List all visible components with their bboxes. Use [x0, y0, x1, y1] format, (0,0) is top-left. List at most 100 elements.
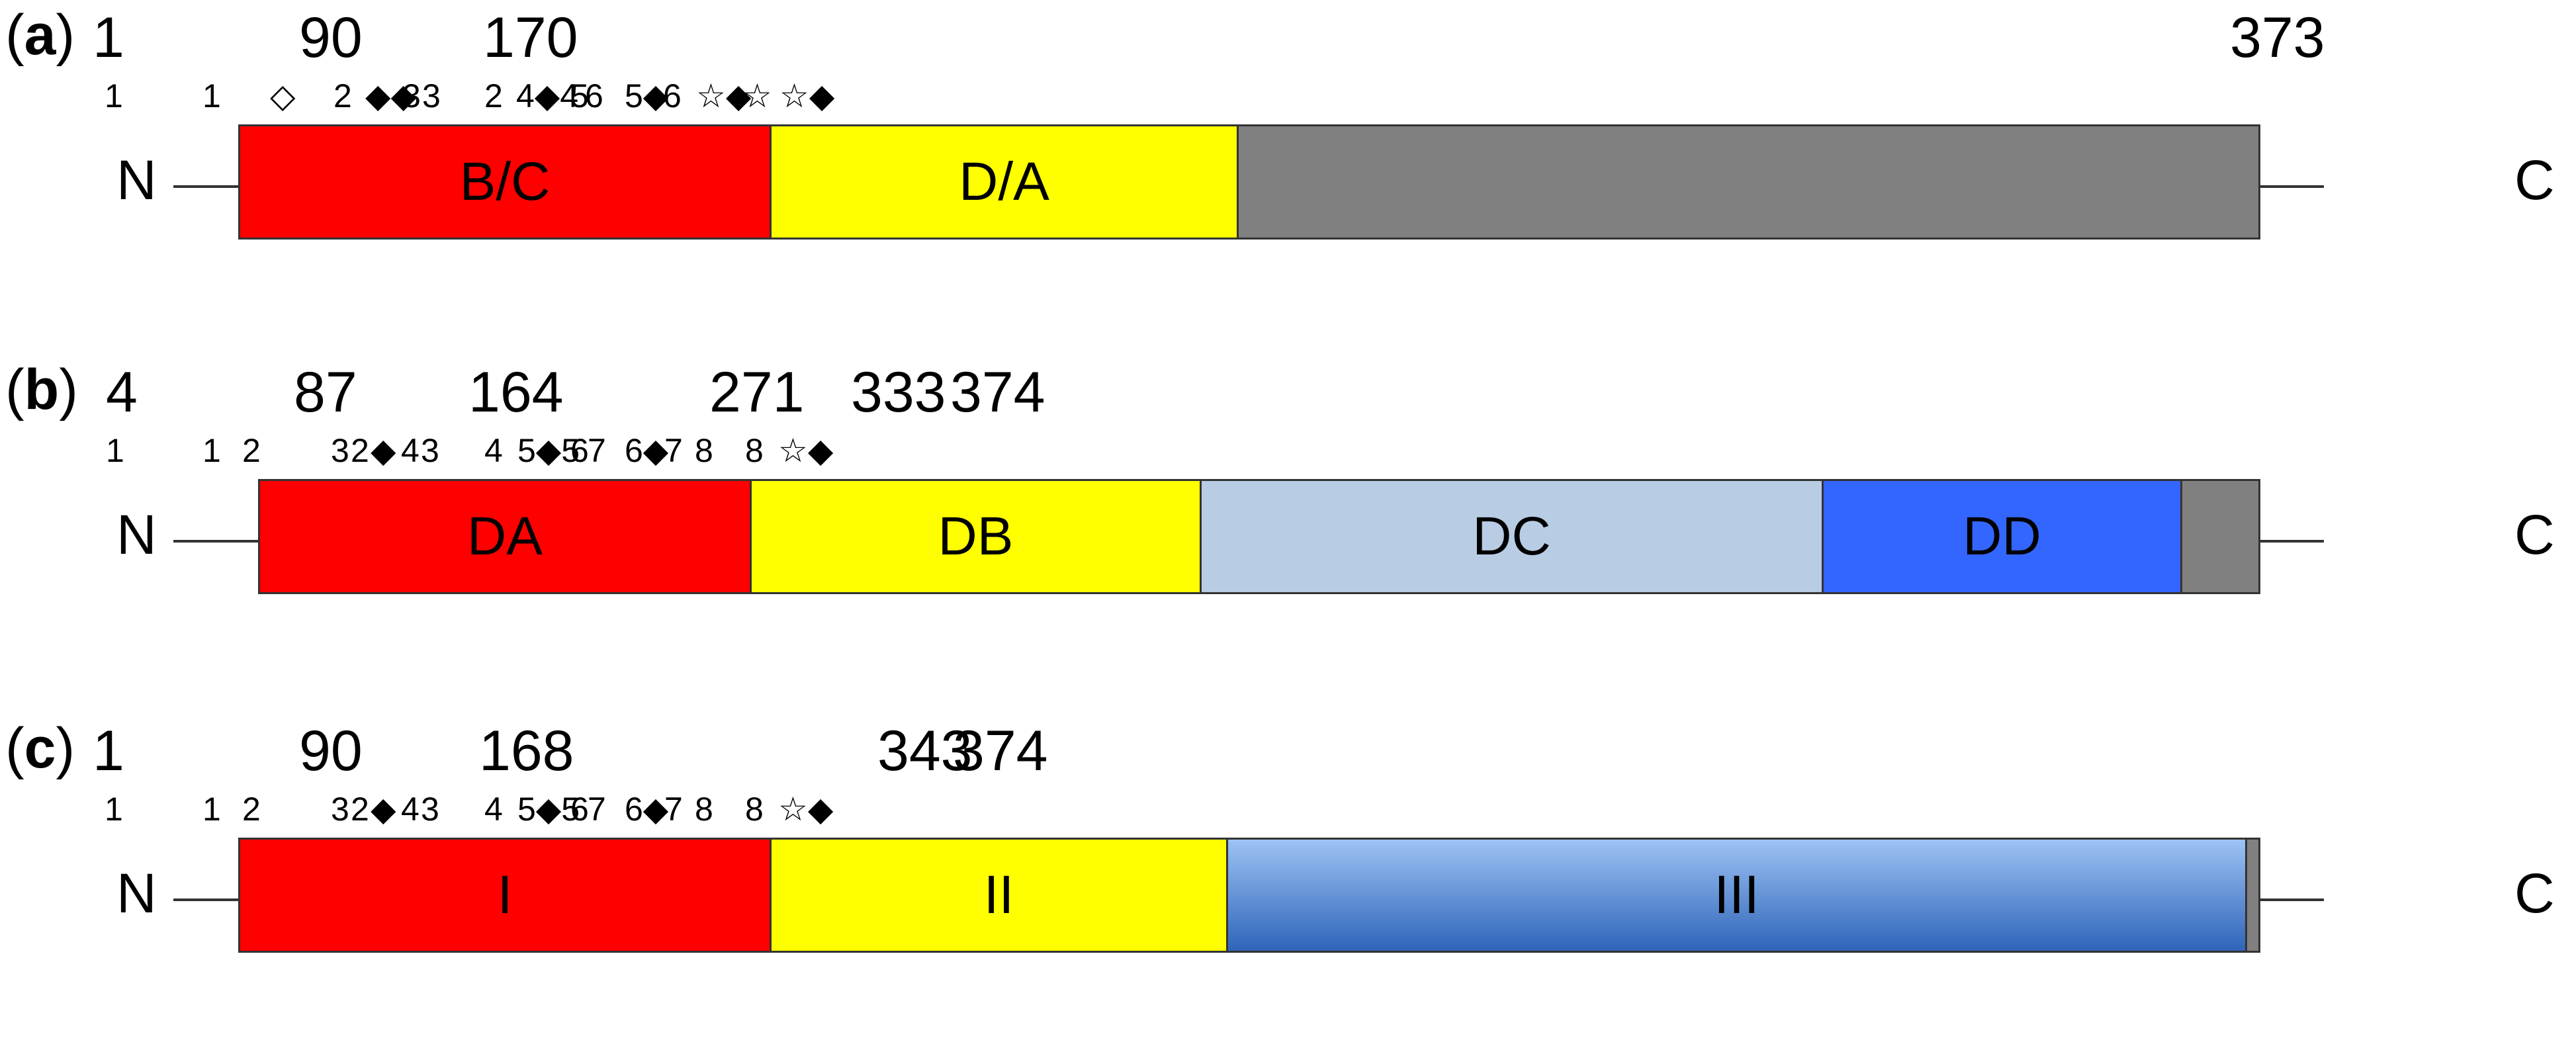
site-marker: 2 [242, 791, 261, 828]
position-label: 343 [877, 719, 973, 783]
site-marker: ☆◆ [778, 432, 834, 469]
site-marker: 6 [585, 77, 603, 114]
site-marker: 1 [105, 791, 123, 828]
c-terminus-label: C [2514, 862, 2555, 924]
site-marker: 3 [421, 791, 439, 828]
site-marker: 4 [401, 791, 420, 828]
n-terminal-line [173, 898, 240, 901]
domain-segment: D/A [770, 126, 1237, 238]
domain-segment [1237, 126, 2258, 238]
domain-segment: DB [750, 481, 1200, 592]
site-marker: 2 [333, 77, 352, 114]
domain-label: DD [1963, 506, 2041, 566]
domain-label: DB [938, 506, 1014, 566]
domain-label: B/C [459, 152, 551, 212]
site-marker: 5 [570, 77, 589, 114]
panel-label: (c) [5, 717, 75, 780]
n-terminal-line [173, 540, 259, 543]
site-marker: 4 [484, 791, 503, 828]
domain-segment: DC [1200, 481, 1822, 592]
panel-label: (b) [5, 358, 78, 421]
position-label: 87 [294, 361, 357, 424]
domain-label: DC [1472, 506, 1551, 566]
domain-label: II [983, 865, 1014, 925]
position-label: 90 [299, 6, 363, 69]
position-label: 373 [2230, 6, 2325, 69]
c-terminus-label: C [2514, 149, 2555, 211]
site-marker: 2 [351, 432, 369, 469]
position-label: 333 [851, 361, 946, 424]
site-marker: 7 [664, 791, 683, 828]
c-terminal-line [2259, 540, 2324, 543]
site-marker: 7 [588, 791, 606, 828]
site-marker: ☆◆ [779, 77, 835, 114]
site-marker: 3 [331, 791, 349, 828]
site-marker: 2 [484, 77, 503, 114]
domain-segment: DD [1822, 481, 2180, 592]
domain-label: DA [467, 506, 543, 566]
c-terminus-label: C [2514, 503, 2555, 566]
site-marker: 5◆5 [517, 432, 580, 469]
position-label: 170 [483, 6, 578, 69]
domain-segment [2180, 481, 2258, 592]
panel-a: (a) 1 90 170 373 1 1 ◇ 2 ◆◆ 3 3 2 4◆4 5 … [0, 0, 2576, 331]
site-marker: 4 [401, 432, 420, 469]
site-marker: 6◆ [625, 791, 669, 828]
panel-label: (a) [5, 3, 75, 67]
site-marker: 8 [745, 432, 764, 469]
n-terminus-label: N [116, 862, 157, 924]
panel-b: (b) 4 87 164 271 333 374 1 1 2 3 2 ◆ 4 3… [0, 355, 2576, 685]
site-marker: 2 [242, 432, 261, 469]
domain-label: III [1714, 865, 1759, 925]
position-label: 168 [479, 719, 574, 783]
n-terminus-label: N [116, 503, 157, 566]
position-label: 374 [950, 361, 1045, 424]
site-marker: 3 [422, 77, 441, 114]
site-marker: ☆ [742, 77, 772, 114]
site-marker: 7 [664, 432, 683, 469]
site-marker: 6 [570, 791, 589, 828]
site-marker: 1 [202, 432, 221, 469]
site-marker: 2 [351, 791, 369, 828]
domain-bar: I II III [238, 838, 2260, 953]
site-marker: 1 [202, 791, 221, 828]
site-marker: 8 [695, 432, 713, 469]
site-marker: 6 [663, 77, 682, 114]
position-label: 1 [93, 6, 124, 69]
domain-segment: B/C [240, 126, 770, 238]
position-label: 1 [93, 719, 124, 783]
site-marker: 3 [331, 432, 349, 469]
site-marker: ◇ [270, 77, 296, 114]
site-marker: 3 [421, 432, 439, 469]
site-marker: 1 [105, 77, 123, 114]
domain-bar: DA DB DC DD [258, 479, 2260, 594]
site-marker: 1 [106, 432, 124, 469]
position-label: 90 [299, 719, 363, 783]
site-marker: 5◆5 [517, 791, 580, 828]
n-terminal-line [173, 185, 240, 188]
site-marker: 8 [745, 791, 764, 828]
domain-label: I [497, 865, 513, 925]
c-terminal-line [2259, 185, 2324, 188]
domain-segment: II [770, 840, 1226, 951]
site-marker: ◆ [371, 432, 396, 469]
site-marker: 4◆4 [516, 77, 579, 114]
site-marker: 8 [695, 791, 713, 828]
c-terminal-line [2259, 898, 2324, 901]
site-marker: 5◆ [625, 77, 669, 114]
domain-segment: DA [260, 481, 750, 592]
site-marker: ☆◆ [778, 791, 834, 828]
site-marker: 1 [202, 77, 221, 114]
panel-c: (c) 1 90 168 343 374 1 1 2 3 2 ◆ 4 3 4 5… [0, 713, 2576, 1044]
site-marker: 7 [588, 432, 606, 469]
site-marker: ☆◆ [696, 77, 752, 114]
domain-segment [2245, 840, 2258, 951]
position-label: 164 [468, 361, 564, 424]
site-marker: 6◆ [625, 432, 669, 469]
domain-segment: III [1226, 840, 2245, 951]
site-marker: 6 [570, 432, 589, 469]
domain-bar: B/C D/A [238, 124, 2260, 240]
position-label: 374 [953, 719, 1048, 783]
domain-segment: I [240, 840, 770, 951]
site-marker: ◆ [371, 791, 396, 828]
